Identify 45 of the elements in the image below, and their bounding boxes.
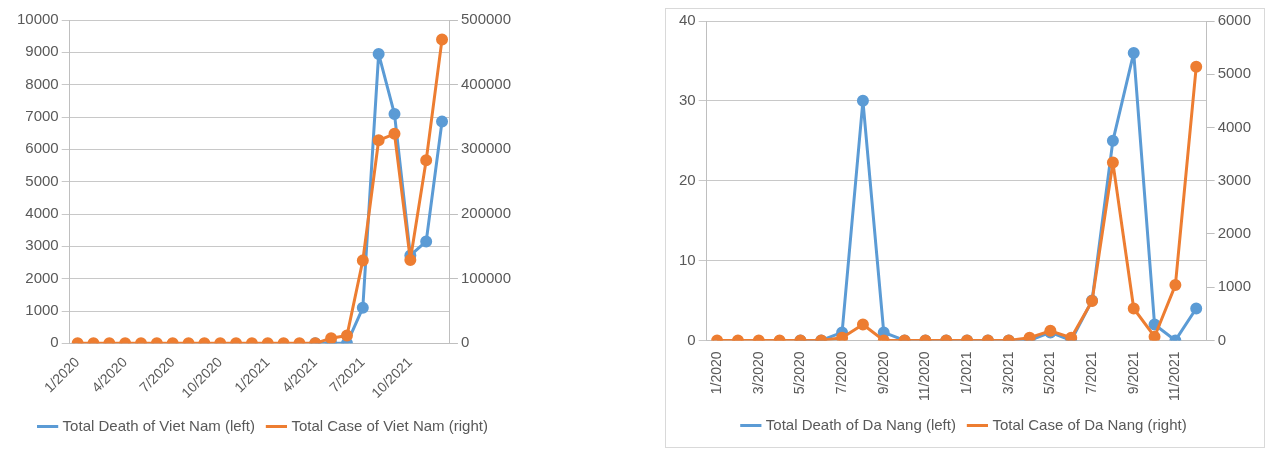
y-tick-label: 4000 <box>25 204 59 222</box>
x-tick-label: 5/2021 <box>1041 351 1058 395</box>
x-tick-label: 5/2020 <box>791 351 808 395</box>
y2-tick-label: 4000 <box>1217 117 1252 135</box>
y2-tick-label: 200000 <box>460 204 512 222</box>
y2-tick-label: 5000 <box>1217 64 1252 82</box>
legend-label: Total Case of Viet Nam (right) <box>291 416 488 434</box>
y2-tick-label: 3000 <box>1217 170 1252 188</box>
x-tick-label: 9/2021 <box>1124 351 1141 395</box>
x-tick-label: 1/2021 <box>957 351 974 395</box>
x-tick-label: 11/2021 <box>1166 351 1183 402</box>
x-tick-label: 7/2020 <box>832 351 849 395</box>
y-tick-label: 1000 <box>25 301 59 319</box>
y-tick-label: 10000 <box>16 10 59 28</box>
y-tick-label: 20 <box>679 170 696 188</box>
y2-tick-label: 0 <box>1217 330 1226 348</box>
y2-tick-label: 500000 <box>460 10 512 28</box>
y2-tick-label: 300000 <box>460 139 512 157</box>
y-tick-label: 6000 <box>25 139 59 157</box>
y2-tick-label: 1000 <box>1217 277 1252 295</box>
y-tick-label: 8000 <box>25 74 59 92</box>
legend-label: Total Death of Da Nang (left) <box>765 415 956 433</box>
y-tick-label: 10 <box>679 250 696 268</box>
x-tick-label: 3/2020 <box>749 351 766 395</box>
x-tick-label: 3/2021 <box>999 351 1016 395</box>
y-tick-label: 2000 <box>25 268 59 286</box>
y2-tick-label: 0 <box>460 333 470 351</box>
y2-tick-label: 400000 <box>460 74 512 92</box>
y-tick-label: 30 <box>679 91 696 108</box>
y-tick-label: 0 <box>687 330 696 348</box>
y-tick-label: 0 <box>50 333 59 351</box>
x-tick-label: 7/2021 <box>1082 351 1099 395</box>
x-tick-label: 11/2020 <box>916 351 933 402</box>
y-tick-label: 9000 <box>25 42 59 60</box>
y-tick-label: 40 <box>679 11 696 29</box>
legend-label: Total Case of Da Nang (right) <box>992 415 1187 433</box>
y-tick-label: 3000 <box>25 236 59 254</box>
y2-tick-label: 2000 <box>1217 224 1252 242</box>
y-tick-label: 5000 <box>25 171 59 189</box>
x-tick-label: 1/2020 <box>707 351 724 395</box>
x-tick-label: 9/2020 <box>874 351 891 395</box>
y2-tick-label: 100000 <box>460 268 512 286</box>
y-tick-label: 7000 <box>25 107 59 125</box>
y2-tick-label: 6000 <box>1217 11 1252 29</box>
legend-label: Total Death of Viet Nam (left) <box>62 416 255 434</box>
